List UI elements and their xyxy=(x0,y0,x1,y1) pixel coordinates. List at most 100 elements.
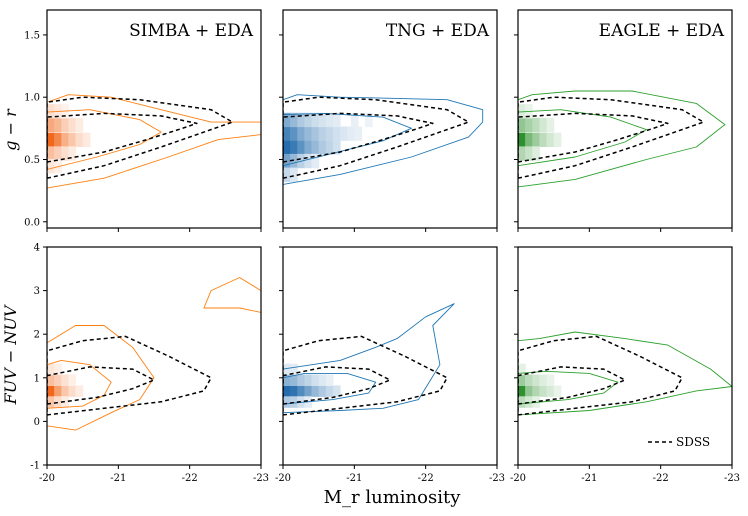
panel-title: EAGLE + EDA xyxy=(599,21,725,41)
heatmap-cell xyxy=(318,112,327,128)
heatmap-cell xyxy=(340,126,348,141)
heatmap-cell xyxy=(525,117,533,133)
heatmap-cell xyxy=(311,112,320,128)
heatmap-cell xyxy=(332,112,341,128)
x-tick-label: -22 xyxy=(418,473,434,484)
heatmap-cell xyxy=(532,385,540,397)
heatmap-cell xyxy=(546,117,555,133)
heatmap-cell xyxy=(518,146,526,161)
y-tick-label: 1.0 xyxy=(24,93,40,104)
axes-frame xyxy=(46,9,262,229)
heatmap-cell xyxy=(518,132,526,147)
heatmap-cell xyxy=(311,153,320,169)
model-contour-2 xyxy=(518,370,619,405)
heatmap-cell xyxy=(518,374,526,386)
heatmap-cell xyxy=(47,396,55,408)
sdss-contour-outer xyxy=(518,335,683,416)
panel-top-1: 0.0 0.5 1.0 1.5 SIMBA + EDA xyxy=(24,9,262,232)
heatmap-cell xyxy=(297,385,305,397)
heatmap-cell xyxy=(553,132,562,147)
heatmap-cell xyxy=(347,126,355,141)
heatmap-cell xyxy=(297,112,305,128)
heatmap-cell xyxy=(82,132,91,147)
heatmap-cell xyxy=(61,374,69,386)
heatmap-cell xyxy=(290,363,298,376)
heatmap-cell xyxy=(297,374,305,386)
x-tick-label: -23 xyxy=(724,473,740,484)
heatmap-cell xyxy=(47,385,55,397)
heatmap-cell xyxy=(47,104,55,119)
axes-frame xyxy=(46,246,262,466)
heatmap-cell xyxy=(75,132,84,147)
panel-bottom-3: -20 -21 -22 -23 SDSS xyxy=(510,246,740,484)
heatmap-cell xyxy=(532,374,540,386)
heatmap-cell xyxy=(68,117,77,133)
sdss-contour-inner xyxy=(518,112,669,163)
panel-title: SIMBA + EDA xyxy=(129,21,254,41)
x-tick-label: -23 xyxy=(253,473,269,484)
model-contour-1 xyxy=(283,94,484,185)
heatmap-cell xyxy=(354,126,362,141)
sdss-contour-inner xyxy=(47,112,198,163)
heatmap-cell xyxy=(318,374,327,386)
heatmap-cell xyxy=(532,132,540,147)
heatmap-cell xyxy=(54,363,62,376)
heatmap-cell xyxy=(365,112,373,128)
heatmap-cell xyxy=(539,132,548,147)
heatmap-cell xyxy=(68,374,77,386)
heatmap-cell xyxy=(311,385,320,397)
legend: SDSS xyxy=(648,435,710,449)
heatmap-cell xyxy=(290,153,298,169)
heatmap-cell xyxy=(518,104,526,119)
heatmap-cell xyxy=(290,396,298,408)
heatmap-cell xyxy=(54,396,62,408)
model-contour-2 xyxy=(283,372,377,405)
heatmap-cell xyxy=(518,117,526,133)
heatmap-cell xyxy=(61,117,69,133)
heatmap-cell xyxy=(304,374,313,386)
model-contour-2 xyxy=(518,109,647,167)
model-contour-2 xyxy=(47,109,162,170)
heatmap-cell xyxy=(283,396,291,408)
heatmap-cell xyxy=(297,140,305,155)
axes-frame xyxy=(517,246,733,466)
sdss-contour-outer xyxy=(47,335,212,416)
heatmap-cell xyxy=(290,112,298,128)
x-tick-label: -20 xyxy=(510,473,526,484)
heatmap-cell xyxy=(325,140,334,155)
heatmap-cell xyxy=(290,374,298,386)
heatmap-cell xyxy=(318,140,327,155)
y-tick-label: 1.5 xyxy=(24,30,40,41)
heatmap-cell xyxy=(532,146,540,161)
heatmap-cell xyxy=(304,153,313,169)
x-tick-label: -22 xyxy=(653,473,669,484)
sdss-contour-inner xyxy=(283,112,434,163)
heatmap-cell xyxy=(311,140,320,155)
y-axis-label-top: g − r xyxy=(1,108,20,151)
model-contour-1 xyxy=(518,331,732,416)
heatmap-cell xyxy=(350,112,359,128)
x-tick-label: -21 xyxy=(110,473,126,484)
heatmap-cell xyxy=(518,396,526,408)
axes-frame xyxy=(517,9,733,229)
heatmap-cell xyxy=(54,146,62,161)
heatmap-cell xyxy=(283,126,291,141)
axes-frame xyxy=(282,246,498,466)
heatmap-cell xyxy=(54,374,62,386)
heatmap-cell xyxy=(47,117,55,133)
sdss-contour-outer xyxy=(518,96,705,179)
heatmap-cell xyxy=(54,385,62,397)
panel-title: TNG + EDA xyxy=(386,21,490,41)
axes-frame xyxy=(282,9,498,229)
heatmap-cell xyxy=(290,385,298,397)
heatmap-cell xyxy=(283,140,291,155)
heatmap-cell xyxy=(539,385,548,397)
heatmap-cell xyxy=(54,117,62,133)
heatmap-cell xyxy=(283,363,291,376)
heatmap-cell xyxy=(311,126,320,141)
panel-bottom-2: -20 -21 -22 -23 xyxy=(275,246,505,484)
legend-label-sdss: SDSS xyxy=(676,435,710,449)
heatmap-cell xyxy=(539,117,548,133)
